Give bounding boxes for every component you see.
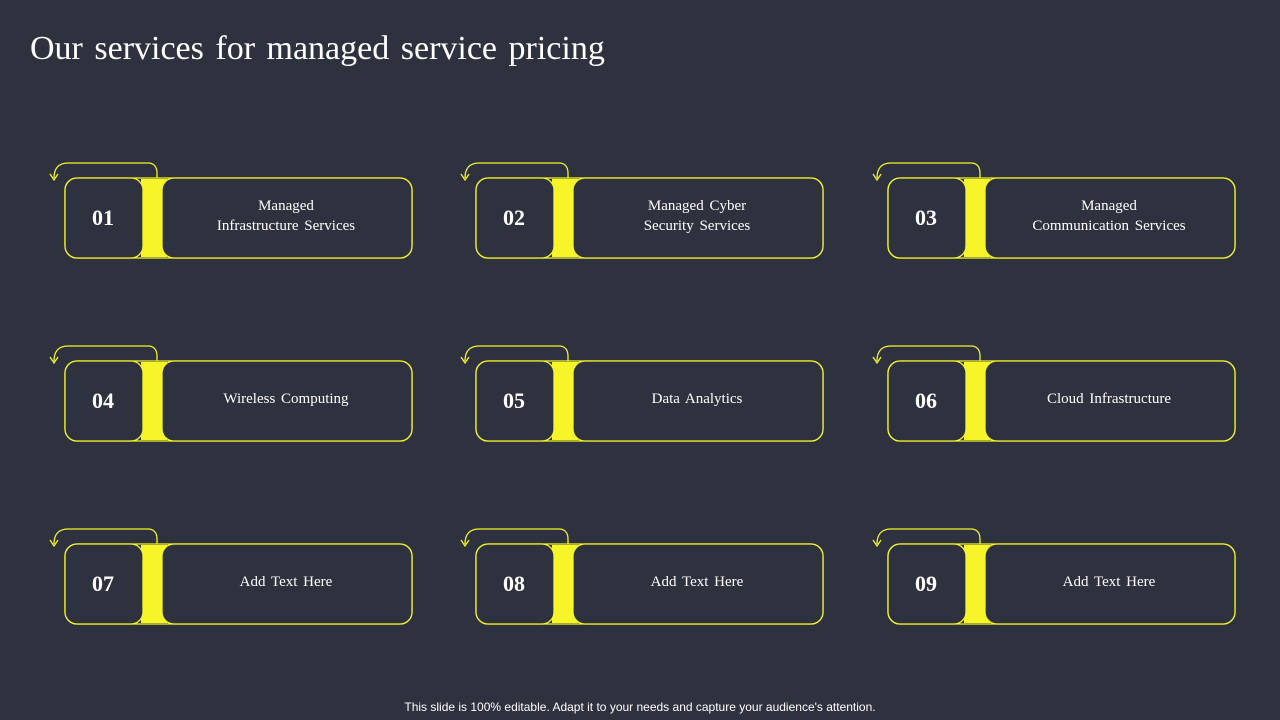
slide-title: Our services for managed service pricing: [30, 30, 605, 67]
service-card-frame: [872, 162, 1236, 259]
card-label: Wireless Computing: [223, 391, 349, 407]
service-card-frame: [872, 528, 1236, 625]
service-card-frame: [49, 528, 413, 625]
slide-footer: This slide is 100% editable. Adapt it to…: [404, 700, 876, 714]
service-card-01: 01 Managed Infrastructure Services: [49, 162, 413, 259]
card-label: Cloud Infrastructure: [1046, 391, 1172, 407]
card-number: 08: [503, 571, 525, 596]
service-card-frame: [460, 162, 824, 259]
service-card-frame: [460, 528, 824, 625]
service-card-frame: [49, 345, 413, 442]
card-label: Add Text Here: [1062, 574, 1156, 590]
service-card-frame: [460, 345, 824, 442]
card-label: Data Analytics: [651, 391, 743, 407]
card-number: 01: [92, 205, 114, 230]
card-label: Managed Cyber Security Services: [643, 198, 751, 234]
service-card-08: 08 Add Text Here: [460, 528, 824, 625]
card-number: 06: [915, 388, 937, 413]
card-label: Add Text Here: [650, 574, 744, 590]
card-number: 05: [503, 388, 525, 413]
service-card-05: 05 Data Analytics: [460, 345, 824, 442]
service-card-04: 04 Wireless Computing: [49, 345, 413, 442]
card-number: 09: [915, 571, 937, 596]
service-card-07: 07 Add Text Here: [49, 528, 413, 625]
card-number: 02: [503, 205, 525, 230]
service-card-06: 06 Cloud Infrastructure: [872, 345, 1236, 442]
card-number: 07: [92, 571, 114, 596]
card-number: 04: [92, 388, 114, 413]
card-label: Add Text Here: [239, 574, 333, 590]
card-label: Managed Communication Services: [1032, 198, 1186, 234]
service-card-03: 03 Managed Communication Services: [872, 162, 1236, 259]
card-label: Managed Infrastructure Services: [216, 198, 356, 234]
service-card-02: 02 Managed Cyber Security Services: [460, 162, 824, 259]
card-number: 03: [915, 205, 937, 230]
service-card-frame: [872, 345, 1236, 442]
service-card-frame: [49, 162, 413, 259]
service-card-09: 09 Add Text Here: [872, 528, 1236, 625]
